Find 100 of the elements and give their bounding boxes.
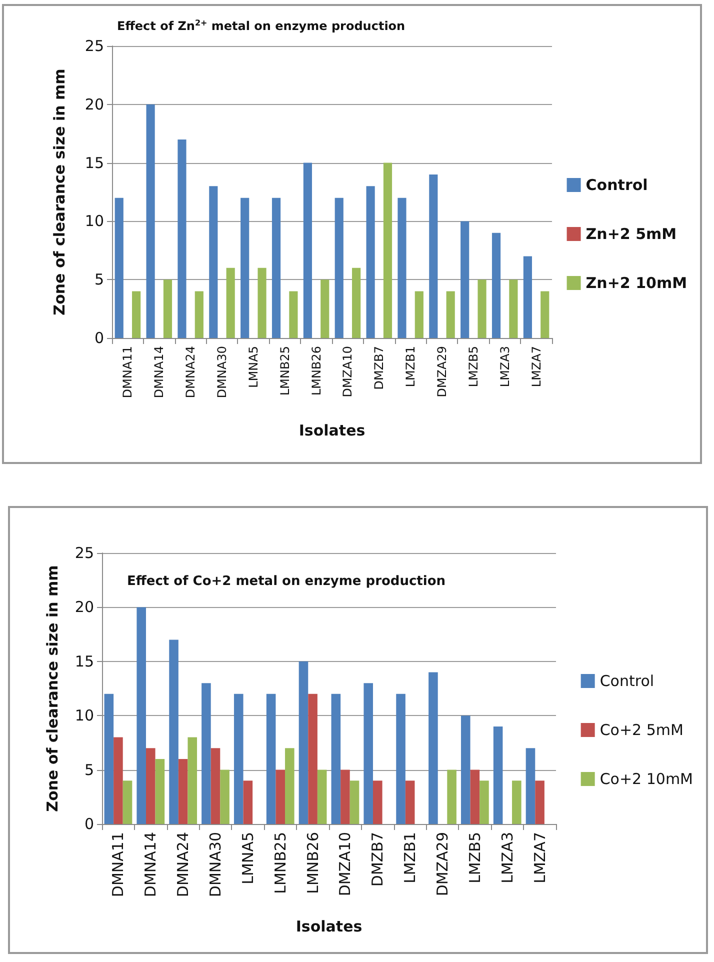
bar <box>352 268 361 338</box>
bar <box>114 198 124 338</box>
bar <box>480 780 489 824</box>
bar <box>509 280 518 338</box>
x-tick-label: DMNA11 <box>109 832 128 898</box>
bar <box>272 198 281 338</box>
bar <box>331 694 341 824</box>
bar <box>210 748 220 824</box>
bar <box>308 694 318 824</box>
bar <box>372 780 382 824</box>
bar <box>234 694 244 824</box>
x-axis-title: Isolates <box>296 918 362 936</box>
y-tick-label: 5 <box>84 760 94 779</box>
bar <box>398 198 406 338</box>
x-tick-label: LMNB25 <box>278 346 292 396</box>
bar <box>512 780 522 824</box>
x-tick-label: LMNA5 <box>246 346 260 388</box>
bar <box>460 221 470 338</box>
bar <box>334 198 344 338</box>
x-tick-label: LMZB5 <box>466 346 480 388</box>
text: Effect of Co+2 metal on enzyme production <box>127 574 446 589</box>
x-tick-label: LMNB25 <box>271 832 290 894</box>
bar <box>320 280 330 338</box>
x-axis-title: Isolates <box>298 422 366 440</box>
x-tick-label: DMNA24 <box>174 832 192 898</box>
bar <box>220 770 230 824</box>
bar <box>178 758 188 824</box>
x-tick-label: DMZA29 <box>434 832 452 896</box>
bar <box>122 780 132 824</box>
bar <box>132 291 141 338</box>
x-tick-label: LMZB1 <box>401 832 420 884</box>
y-tick-label: 5 <box>94 270 104 289</box>
bar <box>405 780 415 824</box>
x-tick-label: LMZB1 <box>404 346 418 388</box>
bar <box>340 770 350 824</box>
y-tick-label: 20 <box>74 598 94 616</box>
x-tick-label: DMNA11 <box>120 346 135 398</box>
x-tick-label: DMZB7 <box>368 832 387 887</box>
bar <box>266 694 276 824</box>
x-tick-label: LMZA3 <box>498 832 516 884</box>
bar <box>276 770 286 824</box>
bar <box>526 748 536 824</box>
bar <box>209 186 218 338</box>
bar <box>136 607 146 824</box>
x-tick-label: LMNB26 <box>304 832 322 894</box>
bar <box>396 694 406 824</box>
y-tick-label: 20 <box>84 95 104 114</box>
bar <box>114 737 123 824</box>
bar <box>429 174 438 338</box>
legend-label: Zn+2 5mM <box>586 225 677 243</box>
y-tick-label: 15 <box>74 652 94 670</box>
y-tick-label: 0 <box>84 815 94 833</box>
bar <box>540 291 550 338</box>
y-axis-title: Zone of clearance size in mm <box>50 68 68 316</box>
bar <box>289 291 298 338</box>
bar <box>366 186 375 338</box>
bar <box>240 198 250 338</box>
y-tick-label: 0 <box>94 329 104 347</box>
bar <box>285 748 294 824</box>
bar <box>146 104 155 338</box>
x-tick-label: LMZA3 <box>498 346 512 388</box>
x-tick-label: LMNB26 <box>309 346 324 396</box>
bar <box>446 291 455 338</box>
x-tick-label: DMNA30 <box>206 832 224 898</box>
bar <box>104 694 114 824</box>
bar <box>155 758 165 824</box>
y-tick-label: 25 <box>74 544 94 562</box>
bar <box>493 726 503 824</box>
x-tick-label: LMZA7 <box>529 346 544 388</box>
x-tick-label: DMZA10 <box>336 832 354 896</box>
y-tick-label: 25 <box>84 37 104 55</box>
x-tick-label: DMZB7 <box>372 346 386 390</box>
bar <box>298 661 308 824</box>
bar <box>383 162 392 338</box>
legend-label: Zn+2 10mM <box>586 274 688 292</box>
bar <box>428 672 438 824</box>
legend-label: Control <box>600 672 654 690</box>
y-tick-label: 10 <box>84 212 104 230</box>
legend-label: Control <box>586 176 648 194</box>
legend-label: Co+2 5mM <box>600 721 684 739</box>
x-tick-label: LMNA5 <box>238 832 257 884</box>
bar <box>258 268 266 338</box>
x-tick-label: LMZB5 <box>466 832 484 884</box>
bar <box>478 280 486 338</box>
bar <box>447 770 456 824</box>
bar <box>243 780 253 824</box>
bar <box>535 780 544 824</box>
x-tick-label: DMNA14 <box>142 832 160 898</box>
x-tick-label: DMNA24 <box>184 346 198 398</box>
bar <box>414 291 424 338</box>
bar <box>350 780 360 824</box>
bar <box>194 291 204 338</box>
bar <box>492 232 501 338</box>
bar <box>317 770 327 824</box>
bar <box>169 640 178 824</box>
bar <box>178 139 186 338</box>
bar <box>364 683 373 824</box>
x-tick-label: DMNA30 <box>215 346 229 398</box>
bar <box>303 162 312 338</box>
bar <box>188 737 198 824</box>
